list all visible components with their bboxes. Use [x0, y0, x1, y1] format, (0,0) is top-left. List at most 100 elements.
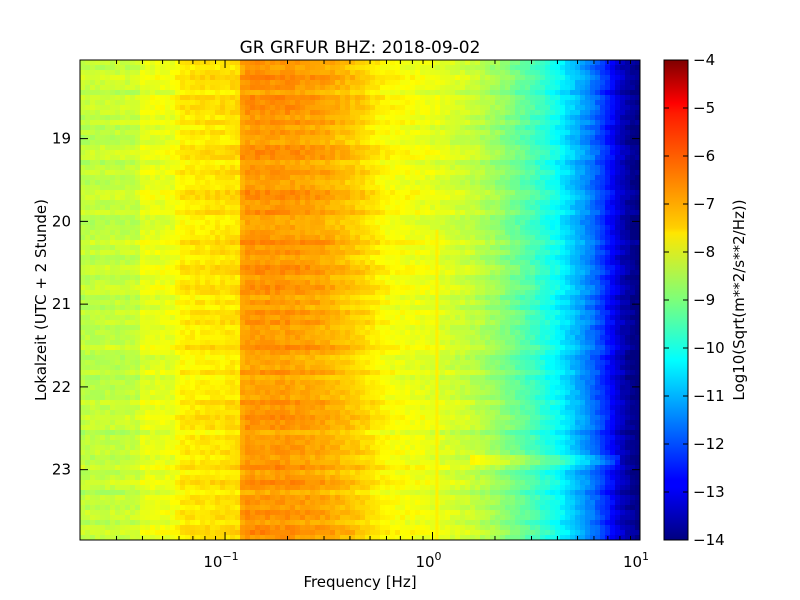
heatmap-cell [365, 125, 371, 131]
heatmap-cell [275, 230, 281, 236]
heatmap-cell [225, 100, 231, 106]
heatmap-cell [530, 90, 536, 96]
heatmap-cell [455, 125, 461, 131]
heatmap-cell [230, 125, 236, 131]
heatmap-cell [355, 110, 361, 116]
heatmap-cell [510, 100, 516, 106]
heatmap-cell [635, 270, 640, 276]
heatmap-cell [615, 170, 621, 176]
heatmap-cell [580, 80, 586, 86]
heatmap-cell [130, 175, 136, 181]
heatmap-cell [480, 110, 486, 116]
heatmap-cell [405, 280, 411, 286]
heatmap-cell [90, 65, 96, 71]
heatmap-cell [290, 110, 296, 116]
heatmap-cell [585, 195, 591, 201]
heatmap-cell [110, 155, 116, 161]
heatmap-cell [90, 240, 96, 246]
heatmap-cell [495, 130, 501, 136]
heatmap-cell [600, 175, 606, 181]
heatmap-cell [570, 175, 576, 181]
heatmap-cell [440, 105, 446, 111]
heatmap-cell [360, 215, 366, 221]
heatmap-cell [385, 75, 391, 81]
heatmap-cell [360, 280, 366, 286]
heatmap-cell [85, 85, 91, 91]
heatmap-cell [145, 265, 151, 271]
heatmap-cell [210, 60, 216, 66]
heatmap-cell [590, 215, 596, 221]
heatmap-cell [530, 195, 536, 201]
heatmap-cell [120, 120, 126, 126]
heatmap-cell [350, 155, 356, 161]
heatmap-cell [235, 80, 241, 86]
heatmap-cell [375, 110, 381, 116]
heatmap-cell [615, 270, 621, 276]
heatmap-cell [125, 215, 131, 221]
heatmap-cell [575, 180, 581, 186]
heatmap-cell [375, 100, 381, 106]
heatmap-cell [200, 275, 206, 281]
heatmap-cell [495, 215, 501, 221]
heatmap-cell [200, 140, 206, 146]
heatmap-cell [535, 180, 541, 186]
heatmap-cell [415, 145, 421, 151]
heatmap-cell [610, 160, 616, 166]
heatmap-cell [365, 70, 371, 76]
heatmap-cell [420, 230, 426, 236]
heatmap-cell [170, 85, 176, 91]
heatmap-cell [355, 165, 361, 171]
heatmap-cell [520, 65, 526, 71]
heatmap-cell [430, 180, 436, 186]
heatmap-cell [310, 240, 316, 246]
heatmap-cell [400, 200, 406, 206]
heatmap-cell [295, 255, 301, 261]
heatmap-cell [220, 210, 226, 216]
heatmap-cell [330, 270, 336, 276]
heatmap-cell [165, 195, 171, 201]
heatmap-cell [440, 140, 446, 146]
heatmap-cell [230, 240, 236, 246]
heatmap-cell [460, 125, 466, 131]
heatmap-cell [265, 190, 271, 196]
heatmap-cell [575, 155, 581, 161]
heatmap-cell [510, 150, 516, 156]
heatmap-cell [120, 70, 126, 76]
heatmap-cell [535, 240, 541, 246]
heatmap-cell [350, 110, 356, 116]
heatmap-cell [100, 235, 106, 241]
heatmap-cell [310, 250, 316, 256]
heatmap-cell [380, 135, 386, 141]
heatmap-cell [285, 230, 291, 236]
heatmap-cell [565, 230, 571, 236]
heatmap-cell [260, 65, 266, 71]
heatmap-cell [330, 60, 336, 66]
heatmap-cell [180, 125, 186, 131]
heatmap-cell [340, 280, 346, 286]
heatmap-cell [555, 105, 561, 111]
heatmap-cell [160, 145, 166, 151]
heatmap-cell [355, 200, 361, 206]
heatmap-cell [345, 110, 351, 116]
heatmap-cell [240, 210, 246, 216]
heatmap-cell [90, 260, 96, 266]
heatmap-cell [545, 110, 551, 116]
heatmap-cell [420, 220, 426, 226]
heatmap-cell [255, 260, 261, 266]
heatmap-cell [195, 250, 201, 256]
heatmap-cell [110, 125, 116, 131]
heatmap-cell [510, 165, 516, 171]
heatmap-cell [570, 190, 576, 196]
heatmap-cell [595, 140, 601, 146]
heatmap-cell [125, 185, 131, 191]
heatmap-cell [335, 80, 341, 86]
heatmap-cell [245, 230, 251, 236]
heatmap-cell [195, 145, 201, 151]
heatmap-cell [440, 125, 446, 131]
heatmap-cell [100, 185, 106, 191]
heatmap-cell [475, 265, 481, 271]
heatmap-cell [105, 215, 111, 221]
heatmap-cell [355, 210, 361, 216]
heatmap-cell [590, 70, 596, 76]
heatmap-cell [125, 235, 131, 241]
